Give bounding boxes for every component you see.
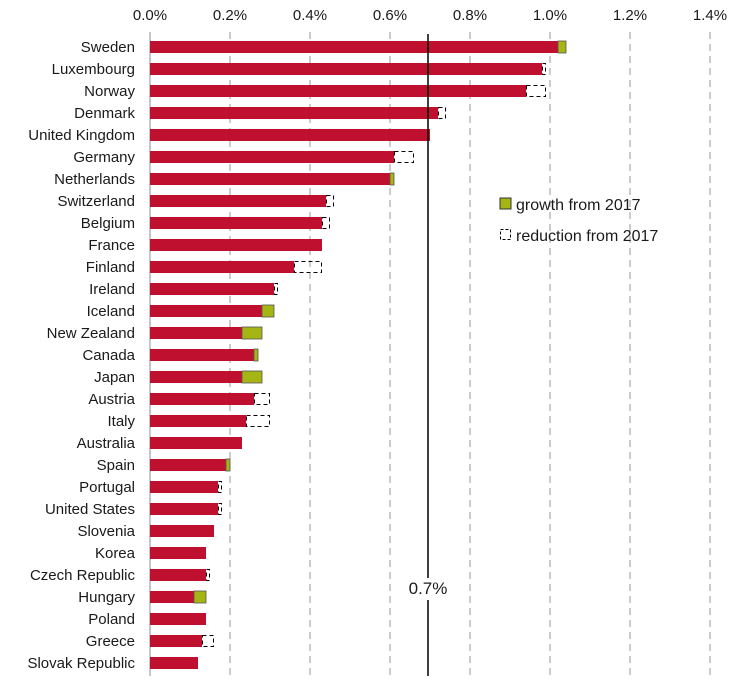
legend-reduction-label: reduction from 2017 <box>516 228 658 245</box>
category-label: United Kingdom <box>28 127 135 144</box>
bar-base <box>150 305 262 317</box>
x-tick-label: 1.4% <box>693 7 727 24</box>
bar-reduction <box>294 261 322 273</box>
x-tick-label: 0.2% <box>213 7 247 24</box>
bar-reduction <box>218 503 222 515</box>
category-label: Japan <box>94 369 135 386</box>
bar-base <box>150 371 242 383</box>
x-tick-label: 0.0% <box>133 7 167 24</box>
category-label: Luxembourg <box>52 61 135 78</box>
category-label: New Zealand <box>47 325 135 342</box>
legend-growth-label: growth from 2017 <box>516 197 641 214</box>
bar-growth <box>241 326 263 340</box>
category-label: Korea <box>95 545 136 562</box>
category-label: Switzerland <box>57 193 135 210</box>
category-label: Iceland <box>87 303 135 320</box>
category-label: Czech Republic <box>30 567 136 584</box>
bar-reduction <box>394 151 414 163</box>
category-label: Germany <box>73 149 135 166</box>
bar-base <box>150 129 430 141</box>
bar-base <box>150 151 394 163</box>
category-label: Poland <box>88 611 135 628</box>
bar-reduction <box>326 195 334 207</box>
x-tick-label: 0.8% <box>453 7 487 24</box>
bar-base <box>150 459 226 471</box>
reference-label-background <box>401 578 455 600</box>
bar-base <box>150 41 558 53</box>
bar-growth <box>225 458 231 472</box>
bar-growth <box>261 304 275 318</box>
x-tick-label: 1.0% <box>533 7 567 24</box>
bar-growth <box>193 590 207 604</box>
bar-reduction <box>322 217 330 229</box>
bar-reduction <box>202 635 214 647</box>
bar-growth <box>253 348 259 362</box>
bar-base <box>150 591 194 603</box>
bar-base <box>150 393 254 405</box>
category-label: Belgium <box>81 215 135 232</box>
bar-base <box>150 415 246 427</box>
bar-reduction <box>254 393 270 405</box>
category-label: Greece <box>86 633 135 650</box>
x-tick-label: 0.6% <box>373 7 407 24</box>
category-labels: Sweden Luxembourg Norway Denmark United King… <box>27 39 135 672</box>
legend-growth-swatch <box>499 197 512 210</box>
x-tick-label: 0.4% <box>293 7 327 24</box>
bar-base <box>150 239 322 251</box>
reference-line-label: 0.7% <box>409 579 448 598</box>
category-label: Spain <box>97 457 135 474</box>
category-label: Netherlands <box>54 171 135 188</box>
bar-base <box>150 437 242 449</box>
bar-base <box>150 195 326 207</box>
bar-base <box>150 503 218 515</box>
bar-reduction <box>526 85 546 97</box>
category-label: Austria <box>88 391 135 408</box>
legend: growth from 2017 reduction from 2017 <box>499 197 658 245</box>
bar-reduction <box>274 283 278 295</box>
bar-base <box>150 283 274 295</box>
bars <box>150 40 567 669</box>
category-label: United States <box>45 501 135 518</box>
x-axis-tick-labels: 0.0% 0.2% 0.4% 0.6% 0.8% 1.0% 1.2% 1.4% <box>133 7 727 24</box>
bar-growth <box>241 370 263 384</box>
bar-growth <box>389 172 395 186</box>
category-label: Slovenia <box>77 523 135 540</box>
bar-base <box>150 173 390 185</box>
category-label: Ireland <box>89 281 135 298</box>
bar-base <box>150 613 206 625</box>
bar-base <box>150 107 438 119</box>
bar-base <box>150 547 206 559</box>
bar-base <box>150 85 526 97</box>
category-label: France <box>88 237 135 254</box>
bar-base <box>150 657 198 669</box>
bar-base <box>150 481 218 493</box>
bar-base <box>150 261 294 273</box>
bar-base <box>150 525 214 537</box>
bar-reduction <box>438 107 446 119</box>
x-tick-label: 1.2% <box>613 7 647 24</box>
bar-base <box>150 349 254 361</box>
category-label: Canada <box>82 347 135 364</box>
bar-base <box>150 635 202 647</box>
category-label: Norway <box>84 83 135 100</box>
bar-reduction <box>246 415 270 427</box>
category-label: Finland <box>86 259 135 276</box>
bar-reduction <box>542 63 546 75</box>
category-label: Slovak Republic <box>27 655 135 672</box>
bar-reduction <box>206 569 210 581</box>
category-label: Hungary <box>78 589 135 606</box>
category-label: Portugal <box>79 479 135 496</box>
bar-base <box>150 569 206 581</box>
category-label: Australia <box>77 435 136 452</box>
bar-base <box>150 63 542 75</box>
bar-base <box>150 327 242 339</box>
bar-base <box>150 217 322 229</box>
category-label: Denmark <box>74 105 135 122</box>
category-label: Sweden <box>81 39 135 56</box>
category-label: Italy <box>107 413 135 430</box>
bar-growth <box>557 40 567 54</box>
bar-reduction <box>218 481 222 493</box>
legend-reduction-swatch <box>500 229 511 240</box>
